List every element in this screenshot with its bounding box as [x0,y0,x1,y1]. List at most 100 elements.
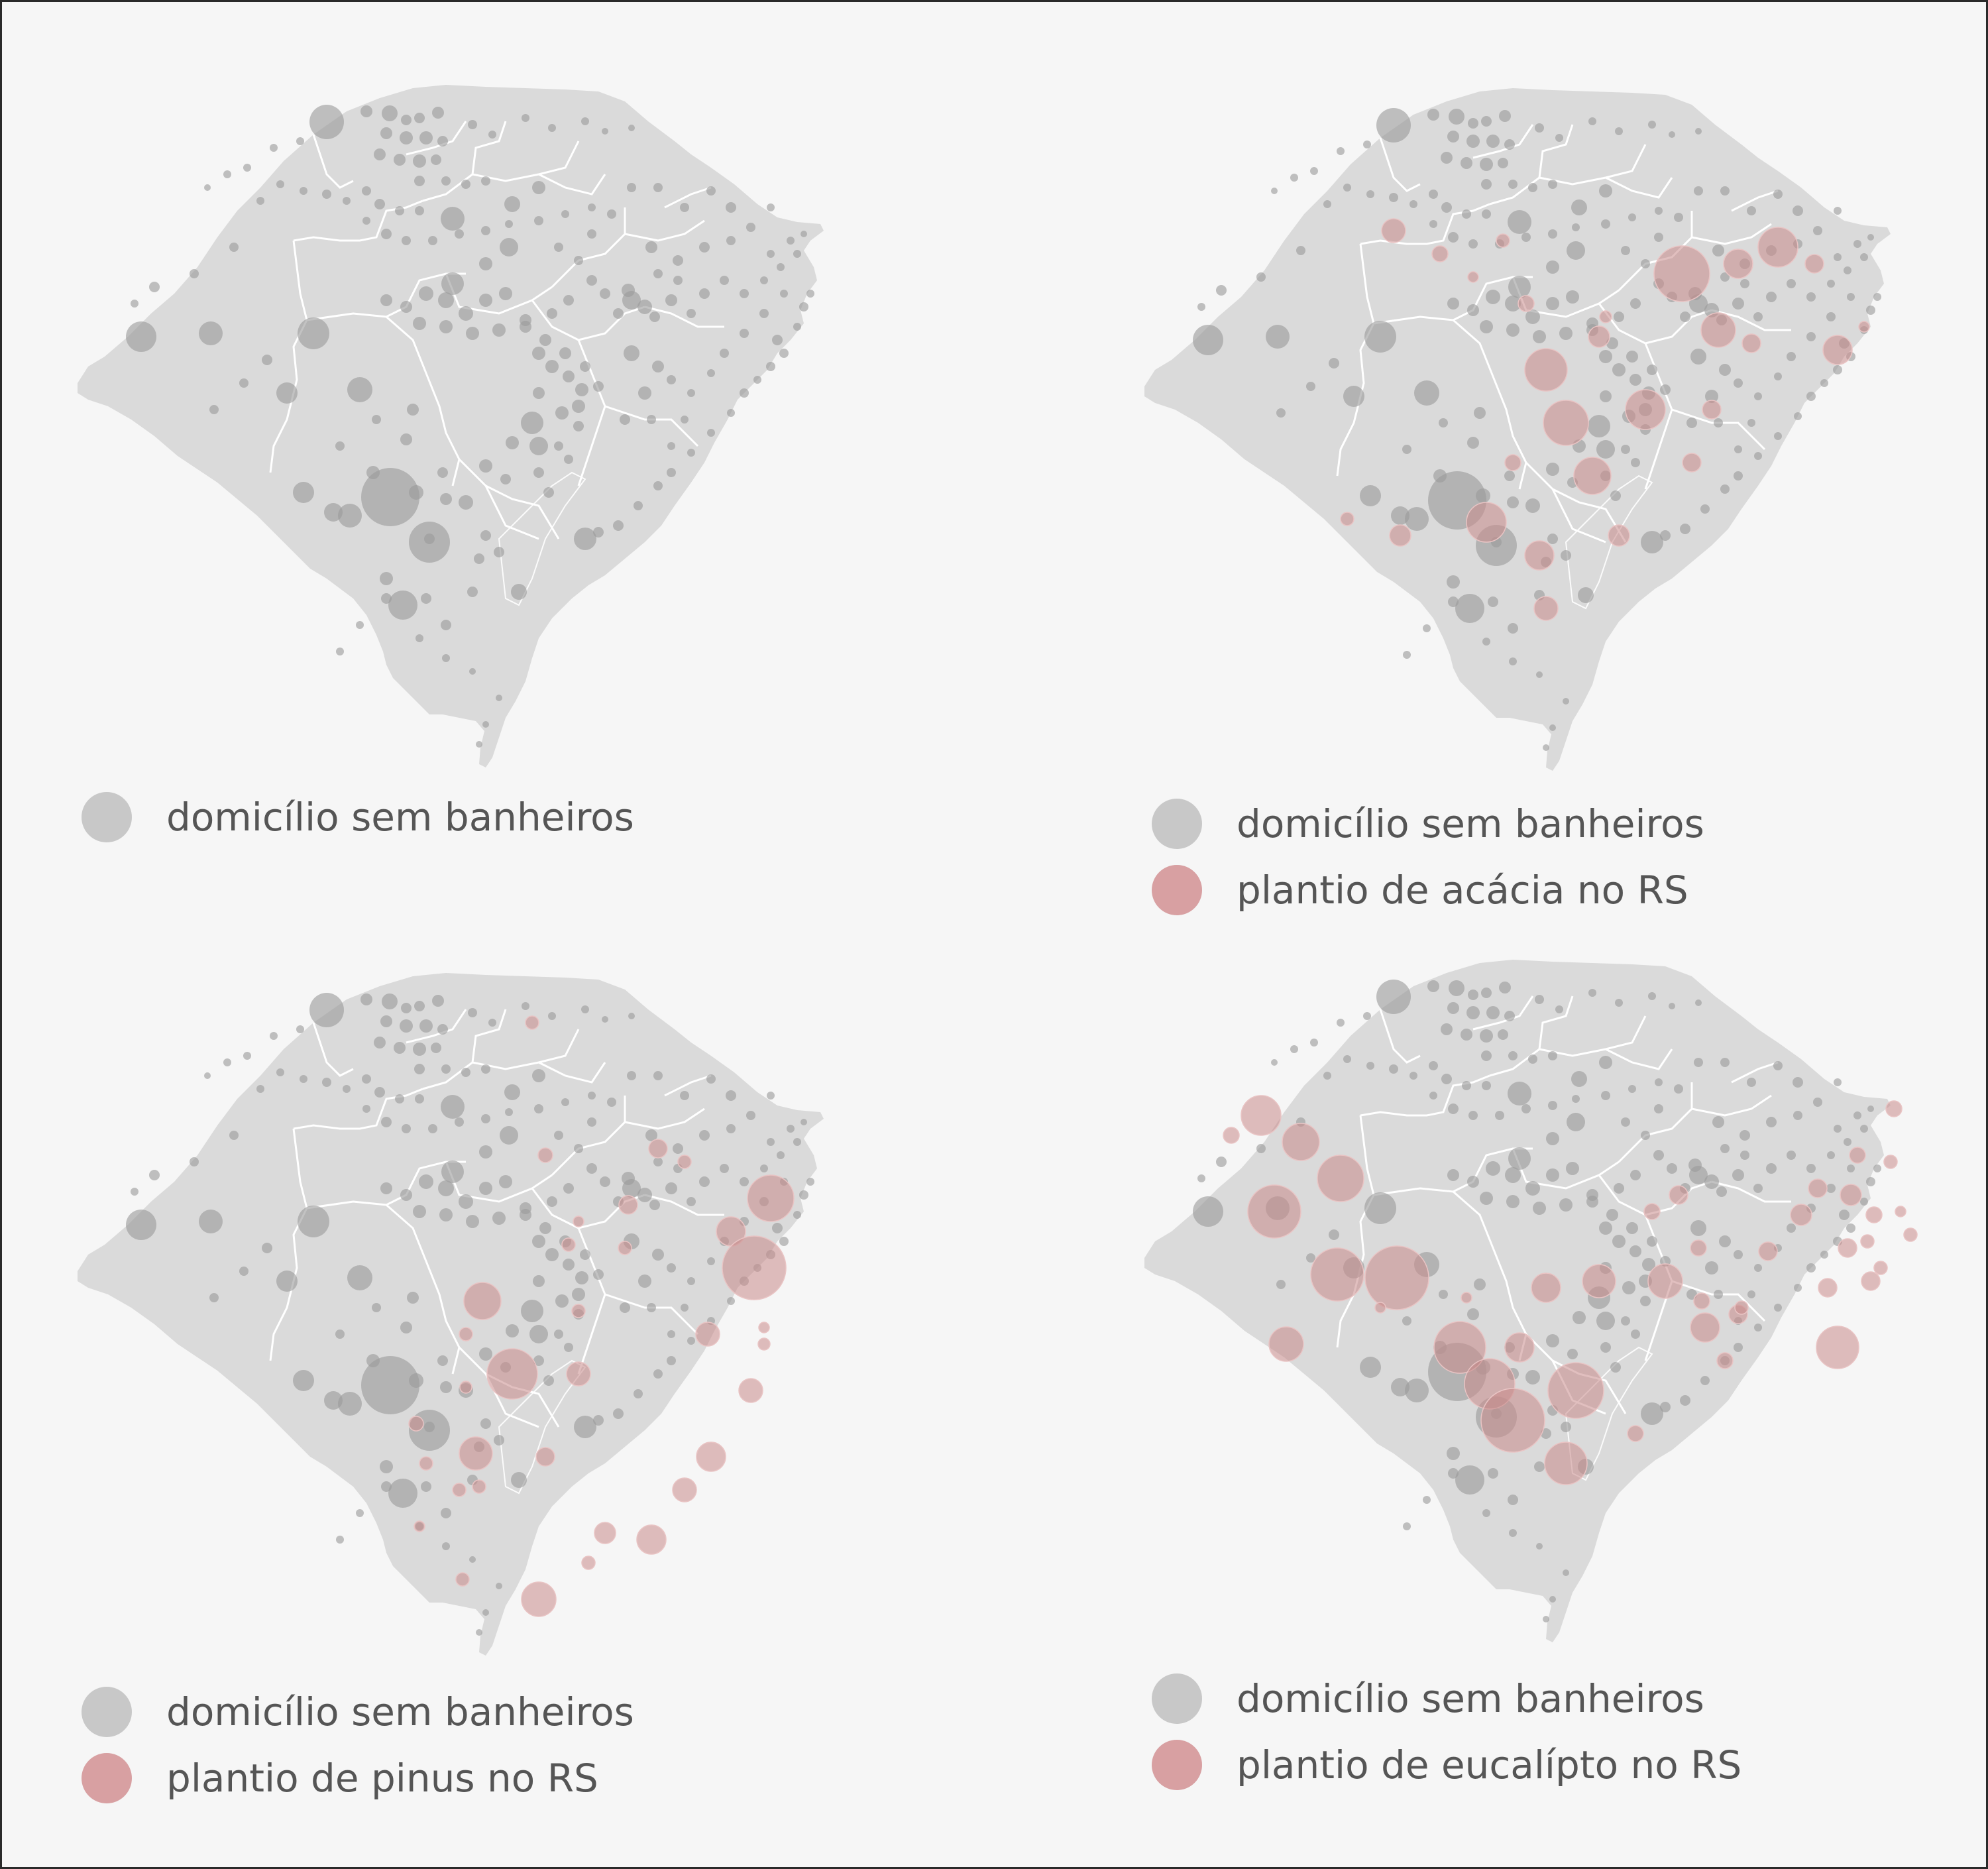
households-bubble [505,220,513,228]
households-bubble [1290,174,1298,182]
households-bubble [1754,1264,1762,1272]
pinus-bubble [459,1327,473,1341]
households-bubble [361,1356,419,1414]
households-bubble [1866,1177,1875,1186]
pinus-bubble [696,1442,726,1472]
households-bubble [1614,1183,1624,1194]
households-bubble [687,389,695,397]
households-bubble [667,442,675,450]
region-border [1336,1115,1375,1348]
households-bubble [779,1237,789,1246]
households-bubble [687,309,696,318]
households-bubble [772,1223,783,1233]
households-bubble [647,415,656,424]
households-bubble [1448,232,1459,243]
households-bubble [673,1143,683,1154]
households-bubble [1468,1111,1478,1120]
region-borders [269,121,724,540]
households-bubble [421,593,431,604]
households-bubble [362,1105,370,1113]
households-bubble [362,217,370,225]
households-bubble [1806,292,1816,302]
households-bubble [1621,445,1630,454]
panel-acacia [1142,78,1970,774]
households-bubble [638,1274,651,1288]
pinus-bubbles [408,1015,795,1617]
households-bubble [1448,1104,1459,1114]
region-border [1605,176,1673,199]
households-bubble [1495,1111,1504,1120]
households-bubble [504,196,520,212]
households-bubble [699,242,710,253]
households-bubble [1521,233,1531,242]
households-bubble [1364,1192,1396,1224]
households-bubble [1719,364,1731,376]
households-bubble [324,503,343,522]
households-bubble [1216,1157,1227,1167]
households-bubble [482,1609,489,1616]
households-bubble [499,287,512,300]
eucalipto-bubble [1317,1155,1364,1202]
households-bubble [563,1183,574,1194]
households-bubble [593,1415,604,1426]
households-bubble [563,295,574,306]
households-bubble [439,320,453,333]
households-bubble [1423,1496,1431,1504]
households-bubble [1429,220,1437,228]
region-border [1691,1094,1772,1117]
households-bubble [394,1042,406,1054]
households-bubble [131,1188,138,1196]
households-bubble [1546,463,1559,476]
region-border [664,186,712,209]
households-bubble [1596,1312,1615,1330]
households-bubble [634,1389,643,1398]
households-bubble [1641,1402,1663,1425]
households-bubble [388,591,417,620]
households-bubble [587,229,596,239]
households-bubble [787,237,795,245]
households-bubble [1834,1078,1842,1086]
households-bubble [1754,1324,1762,1331]
households-bubble [760,276,768,284]
households-bubble [1548,1101,1557,1110]
legend-label-eucalipto: plantio de eucalípto no RS [1237,1742,1742,1787]
households-bubble [801,1119,807,1125]
eucalipto-bubble [1531,1273,1561,1303]
households-bubble [468,1008,477,1017]
region-border [604,1293,699,1335]
households-bubble [1586,1196,1598,1208]
households-bubble [437,467,448,478]
region-border [624,1107,705,1130]
households-bubble [505,1108,513,1116]
households-bubble [534,216,543,225]
households-bubble [492,323,506,337]
households-bubble [1567,1349,1578,1359]
eucalipto-bubble [1582,1264,1616,1298]
households-bubble [437,136,448,146]
households-bubble [190,1157,199,1166]
households-bubble [1599,350,1612,363]
households-bubble [580,361,590,372]
households-bubble [1734,1250,1743,1259]
region-border [445,273,553,315]
households-bubble [1680,524,1690,534]
households-bubble [806,290,814,298]
households-bubble [1599,184,1612,198]
households-bubble [1669,131,1675,138]
households-bubble [1508,276,1531,298]
households-bubble [1712,1116,1724,1128]
households-bubble [1787,279,1796,288]
households-bubble [276,1068,284,1076]
households-bubble [740,388,749,398]
households-bubble [687,1277,695,1285]
households-bubble [1833,365,1842,374]
households-bubble [1734,445,1742,453]
households-bubble [1847,1164,1855,1172]
households-bubble [1674,1084,1683,1094]
households-bubble [1793,1111,1802,1120]
households-bubble [442,654,450,662]
pinus-bubble [594,1522,616,1544]
households-bubble [554,441,563,451]
households-bubble [414,113,425,123]
households-bubble [1455,594,1484,623]
